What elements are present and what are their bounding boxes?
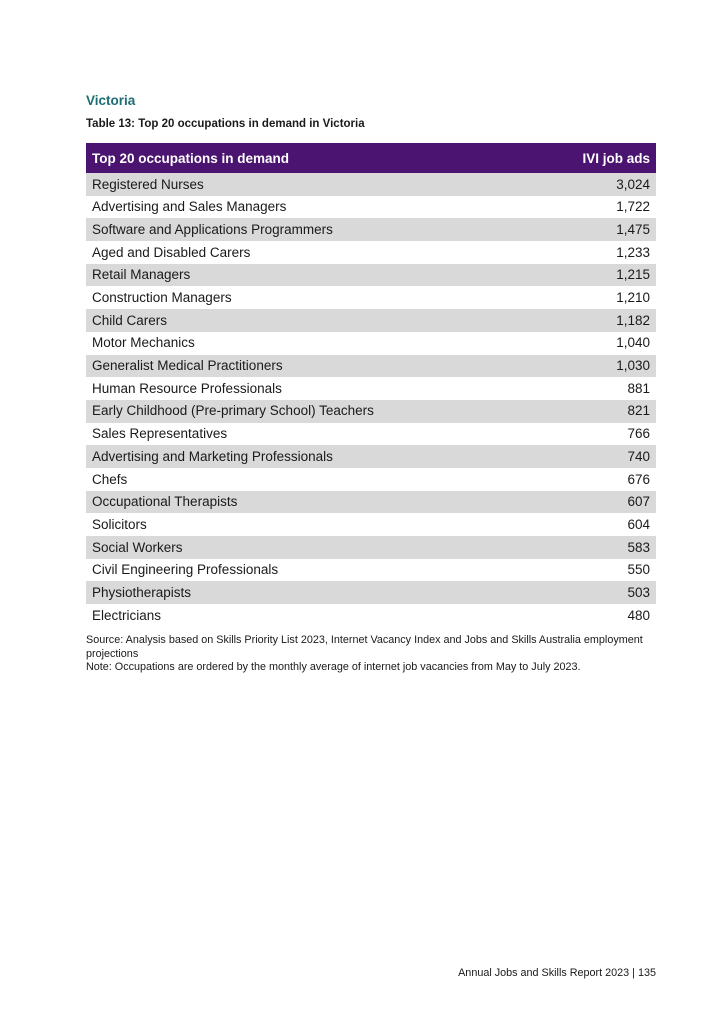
table-notes: Source: Analysis based on Skills Priorit…	[86, 634, 666, 675]
job-ads-cell: 881	[627, 380, 650, 396]
job-ads-cell: 1,475	[534, 218, 656, 242]
occupation-cell: Registered Nurses	[86, 173, 535, 196]
job-ads-cell: 604	[627, 516, 650, 532]
occupation-cell: Solicitors	[92, 516, 147, 532]
job-ads-cell: 676	[627, 471, 650, 487]
occupation-cell: Physiotherapists	[86, 581, 535, 605]
job-ads-cell: 550	[627, 562, 650, 578]
table-row: Generalist Medical Practitioners 1,030	[86, 354, 656, 378]
occupation-cell: Human Resource Professionals	[92, 380, 282, 396]
table-row: Advertising and Sales Managers 1,722	[86, 196, 656, 219]
table-row: Registered Nurses 3,024	[86, 173, 656, 196]
occupation-cell: Early Childhood (Pre-primary School) Tea…	[86, 399, 535, 423]
section-title: Victoria	[86, 93, 136, 108]
occupation-cell: Construction Managers	[92, 290, 232, 306]
ordering-note: Note: Occupations are ordered by the mon…	[86, 661, 581, 673]
job-ads-cell: 1,233	[616, 244, 650, 260]
occupation-cell: Retail Managers	[86, 263, 535, 287]
table-row: Occupational Therapists 607	[86, 490, 656, 514]
table-row: Electricians 480	[86, 604, 656, 627]
table-header-row: Top 20 occupations in demand IVI job ads	[86, 143, 656, 173]
table-row: Advertising and Marketing Professionals 7…	[86, 445, 656, 468]
job-ads-cell: 766	[627, 426, 650, 442]
table-row: Aged and Disabled Carers 1,233	[86, 241, 656, 264]
occupation-cell: Motor Mechanics	[92, 335, 195, 351]
occupation-cell: Social Workers	[86, 536, 535, 559]
occupation-cell: Chefs	[92, 471, 128, 487]
table-row: Physiotherapists 503	[86, 581, 656, 605]
table-row: Civil Engineering Professionals 550	[86, 559, 656, 582]
job-ads-cell: 1,182	[534, 309, 656, 332]
table-row: Motor Mechanics 1,040	[86, 332, 656, 355]
job-ads-cell: 480	[627, 607, 650, 623]
job-ads-cell: 1,210	[616, 290, 650, 306]
occupation-cell: Advertising and Marketing Professionals	[86, 445, 535, 468]
job-ads-cell: 1,215	[534, 263, 656, 287]
job-ads-cell: 1,030	[534, 354, 656, 378]
job-ads-cell: 583	[534, 536, 656, 559]
table-row: Human Resource Professionals 881	[86, 377, 656, 400]
table-row: Retail Managers 1,215	[86, 263, 656, 287]
table-row: Construction Managers 1,210	[86, 286, 656, 309]
job-ads-cell: 1,040	[616, 335, 650, 351]
occupations-table: Top 20 occupations in demand IVI job ads…	[86, 143, 656, 627]
table-row: Sales Representatives 766	[86, 423, 656, 446]
table-row: Solicitors 604	[86, 513, 656, 536]
occupation-cell: Software and Applications Programmers	[86, 218, 535, 242]
job-ads-cell: 1,722	[616, 199, 650, 215]
source-note: Source: Analysis based on Skills Priorit…	[86, 634, 643, 660]
table-row: Child Carers 1,182	[86, 309, 656, 332]
table-row: Social Workers 583	[86, 536, 656, 559]
table-row: Early Childhood (Pre-primary School) Tea…	[86, 399, 656, 423]
occupation-cell: Electricians	[92, 607, 162, 623]
job-ads-cell: 503	[534, 581, 656, 605]
occupation-cell: Aged and Disabled Carers	[92, 244, 251, 260]
occupation-cell: Generalist Medical Practitioners	[86, 354, 535, 378]
table-caption: Table 13: Top 20 occupations in demand i…	[86, 118, 365, 130]
job-ads-cell: 3,024	[534, 173, 656, 196]
occupation-cell: Child Carers	[86, 309, 535, 332]
occupation-cell: Sales Representatives	[92, 426, 228, 442]
job-ads-cell: 821	[534, 399, 656, 423]
table-row: Chefs 676	[86, 468, 656, 491]
table-row: Software and Applications Programmers 1,4…	[86, 218, 656, 242]
job-ads-cell: 740	[534, 445, 656, 468]
occupation-cell: Civil Engineering Professionals	[92, 562, 279, 578]
job-ads-cell: 607	[534, 490, 656, 514]
header-ivi-job-ads: IVI job ads	[534, 143, 656, 173]
occupation-cell: Advertising and Sales Managers	[92, 199, 287, 215]
header-occupation: Top 20 occupations in demand	[86, 143, 535, 173]
occupation-cell: Occupational Therapists	[86, 490, 535, 514]
page-footer: Annual Jobs and Skills Report 2023 | 135	[458, 967, 656, 979]
